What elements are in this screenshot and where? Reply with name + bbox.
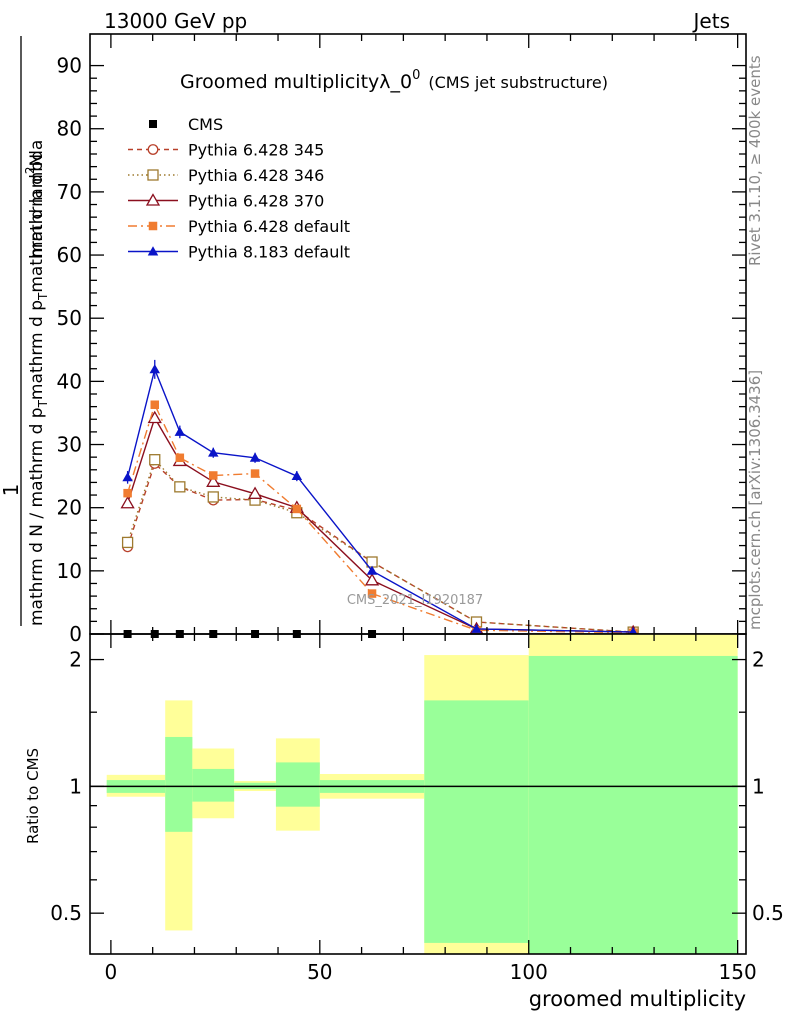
ratio-inner-band-6 — [424, 700, 529, 943]
series-4-point-4 — [249, 452, 261, 462]
main-title-superscript: 0 — [412, 68, 420, 83]
ylabel-part-4: mathrm d — [27, 174, 47, 258]
series-2-point-4 — [247, 486, 263, 499]
ratio-xtick-label-3: 150 — [719, 960, 757, 984]
series-3-point-4 — [250, 469, 260, 478]
ratio-inner-band-1 — [165, 736, 193, 832]
legend-marker-1 — [147, 169, 159, 181]
main-ytick-label-1: 10 — [57, 559, 82, 583]
ylabel-part-3: mathrm d lambda — [27, 140, 47, 293]
legend-label-4: Pythia 8.183 default — [188, 243, 350, 262]
ratio-ytick-label-right-0: 0.5 — [752, 901, 784, 925]
main-subtitle: (CMS jet substructure) — [428, 73, 608, 92]
main-ytick-label-4: 40 — [57, 369, 82, 393]
legend-item-3: Pythia 6.428 default — [128, 217, 350, 236]
legend-marker-cms — [149, 120, 157, 128]
series-2-point-1 — [147, 410, 162, 424]
main-ylabel: 1 mathrm d N / mathrm d pTmathrm d pTmat… — [0, 36, 50, 626]
legend-marker-3 — [148, 221, 158, 231]
ylabel-sub-1: T — [36, 399, 50, 408]
series-4-point-0 — [122, 472, 133, 482]
ratio-ytick-label-left-1: 1 — [69, 774, 82, 798]
series-3-point-5 — [292, 504, 302, 514]
series-2-point-6 — [364, 573, 380, 586]
ylabel-denominator: mathrm d N / mathrm d pTmathrm d pTmathr… — [27, 140, 50, 626]
series-3-point-2 — [175, 453, 185, 463]
main-ytick-label-5: 50 — [57, 306, 82, 330]
analysis-watermark: CMS_2021_I1920187 — [347, 593, 483, 608]
series-1-point-1 — [149, 454, 161, 466]
series-1-point-0 — [121, 536, 134, 549]
ratio-plot-bands — [90, 634, 746, 954]
ratio-xtick-label-1: 50 — [307, 960, 332, 984]
main-title-text: Groomed multiplicityλ_0 — [180, 71, 412, 93]
legend-marker-4 — [147, 246, 159, 256]
ratio-plot-axes: 0.5 0.5 1 1 2 2 0 50 100 150 — [50, 633, 784, 984]
ylabel-part-5: N — [27, 154, 47, 167]
header-left-label: 13000 GeV pp — [104, 9, 247, 33]
series-3-point-0 — [123, 488, 132, 498]
series-4-point-1 — [149, 364, 161, 374]
legend-item-4: Pythia 8.183 default — [128, 243, 350, 262]
ratio-inner-band-2 — [192, 768, 235, 802]
ratio-plot-frame — [89, 633, 747, 955]
legend-label-0: Pythia 6.428 345 — [188, 141, 324, 160]
main-ytick-label-2: 20 — [57, 496, 82, 520]
main-title: Groomed multiplicityλ_00 (CMS jet substru… — [180, 68, 608, 93]
ratio-ytick-label-left-2: 2 — [69, 648, 82, 672]
legend-item-1: Pythia 6.428 346 — [128, 166, 324, 185]
series-line-1 — [126, 458, 634, 633]
series-2-point-0 — [120, 495, 135, 509]
series-2-point-3 — [206, 474, 221, 487]
series-1-point-3 — [207, 491, 219, 503]
main-ytick-label-8: 80 — [57, 117, 82, 141]
legend-item-0: Pythia 6.428 345 — [128, 141, 324, 160]
series-4-point-2 — [174, 426, 186, 436]
mcplots-label: mcplots.cern.ch [arXiv:1306.3436] — [746, 370, 764, 630]
series-4-point-5 — [291, 470, 303, 481]
legend-label-cms: CMS — [188, 115, 223, 134]
legend-marker-0 — [147, 144, 159, 155]
legend-label-1: Pythia 6.428 346 — [188, 166, 324, 185]
legend: CMS Pythia 6.428 345 Pythia 6.428 346 Pythi… — [128, 115, 350, 262]
ratio-inner-band-7 — [528, 655, 738, 954]
ylabel-sub-2: T — [36, 292, 50, 301]
legend-item-2: Pythia 6.428 370 — [128, 192, 324, 211]
legend-label-3: Pythia 6.428 default — [188, 217, 350, 236]
ylabel-part-2: mathrm d p — [27, 300, 47, 400]
series-3-point-3 — [209, 471, 218, 480]
rivet-version-label: Rivet 3.1.10, ≥ 400k events — [746, 55, 764, 266]
ratio-xtick-label-2: 100 — [510, 960, 548, 984]
main-plot-axes: 0 10 20 30 40 50 60 70 80 90 — [57, 33, 747, 646]
main-ytick-label-9: 90 — [57, 54, 82, 78]
main-ytick-label-7: 70 — [57, 180, 82, 204]
ratio-ytick-label-right-2: 2 — [752, 648, 765, 672]
series-3-point-6 — [367, 589, 377, 598]
ratio-ylabel: Ratio to CMS — [24, 748, 42, 844]
ratio-xlabel: groomed multiplicity — [529, 987, 746, 1011]
ratio-xtick-label-0: 0 — [105, 960, 118, 984]
series-4-point-3 — [208, 447, 219, 457]
main-ytick-label-0: 0 — [69, 622, 82, 646]
header-right-label: Jets — [692, 9, 730, 33]
ylabel-part-1: mathrm d N / mathrm d p — [27, 407, 47, 626]
series-4-point-6 — [366, 565, 378, 575]
main-ytick-label-3: 30 — [57, 433, 82, 457]
ylabel-sup: 2 — [23, 166, 37, 174]
series-4-point-7 — [471, 623, 482, 633]
ratio-ytick-label-left-0: 0.5 — [50, 901, 82, 925]
ratio-ytick-label-right-1: 1 — [752, 774, 765, 798]
ratio-inner-band-4 — [275, 762, 320, 807]
main-ytick-label-6: 60 — [57, 243, 82, 267]
ylabel-one: 1 — [0, 484, 23, 497]
legend-label-2: Pythia 6.428 370 — [188, 192, 324, 211]
series-3-point-1 — [150, 400, 160, 409]
main-plot-series — [120, 359, 641, 638]
series-1-point-2 — [174, 481, 186, 493]
legend-item-cms: CMS — [149, 115, 223, 134]
ylabel-numerator: mathrm d2N — [23, 154, 47, 258]
legend-marker-2 — [145, 193, 161, 206]
